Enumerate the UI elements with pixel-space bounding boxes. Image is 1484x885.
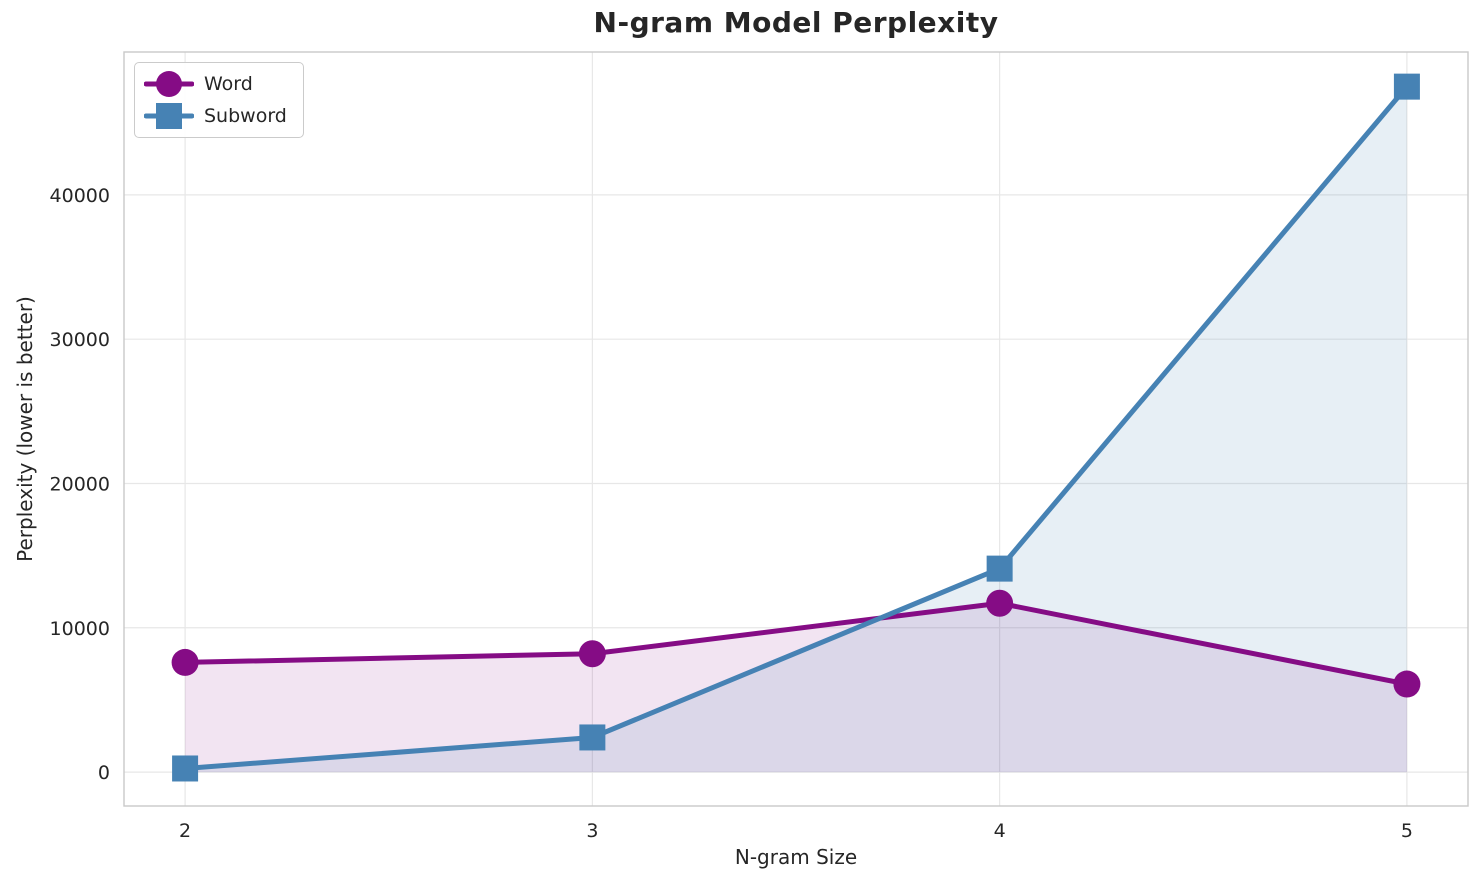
word-circle-marker-icon <box>144 71 194 97</box>
word-point-marker <box>578 640 606 668</box>
x-tick-label: 4 <box>994 820 1006 842</box>
y-tick-label: 30000 <box>50 329 110 351</box>
legend-item-word: Word <box>144 69 287 99</box>
legend-label-word: Word <box>204 73 253 95</box>
legend: Word Subword <box>134 62 304 138</box>
word-point-marker <box>986 589 1014 617</box>
subword-area-fill <box>185 86 1407 773</box>
x-axis-label: N-gram Size <box>734 845 858 869</box>
y-tick-label: 0 <box>98 762 110 784</box>
word-line <box>182 600 1410 687</box>
legend-item-subword: Subword <box>144 101 287 131</box>
x-tick-label: 2 <box>179 820 191 842</box>
x-tick-label: 5 <box>1401 820 1413 842</box>
legend-label-subword: Subword <box>204 105 287 127</box>
subword-point-marker <box>1393 73 1420 100</box>
word-point-marker <box>171 648 199 676</box>
plot-border <box>123 51 1469 807</box>
subword-point-marker <box>579 724 606 751</box>
y-tick-label: 10000 <box>50 618 110 640</box>
y-tick-label: 20000 <box>50 473 110 495</box>
y-axis-label: Perplexity (lower is better) <box>13 296 37 562</box>
subword-point-marker <box>986 555 1013 582</box>
subword-square-marker-icon <box>144 103 194 129</box>
subword-point-marker <box>172 755 199 782</box>
word-point-marker <box>1393 670 1421 698</box>
chart-title: N-gram Model Perplexity <box>593 6 999 39</box>
x-tick-label: 3 <box>586 820 598 842</box>
y-tick-label: 40000 <box>50 185 110 207</box>
word-area-fill <box>185 603 1407 773</box>
subword-line <box>182 84 1410 771</box>
